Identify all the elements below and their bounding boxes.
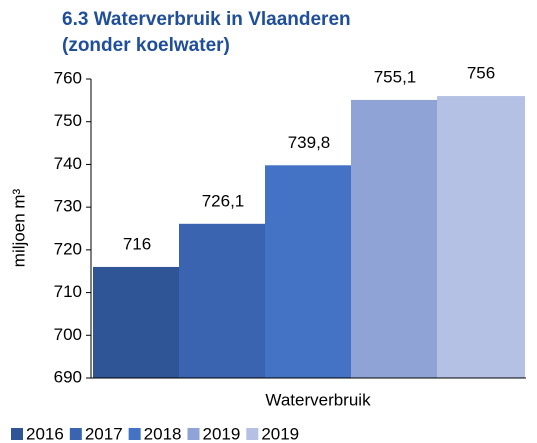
bar [93, 266, 181, 378]
y-tick-label: 710 [54, 282, 82, 301]
data-label: 755,1 [374, 67, 417, 86]
bar [265, 165, 353, 378]
y-tick-label: 690 [54, 367, 82, 386]
data-label: 716 [123, 234, 151, 253]
chart-title: 6.3 Waterverbruik in Vlaanderen [62, 9, 351, 30]
legend-label: 2017 [85, 424, 123, 443]
legend-label: 2018 [144, 424, 182, 443]
data-label: 756 [467, 64, 495, 83]
legend-label: 2019 [261, 424, 299, 443]
legend-label: 2016 [26, 424, 64, 443]
data-label: 739,8 [288, 133, 331, 152]
legend-swatch [246, 428, 259, 440]
y-tick-label: 740 [54, 154, 82, 173]
y-tick-label: 700 [54, 325, 82, 344]
x-tick-label: Waterverbruik [265, 390, 371, 409]
bar [437, 96, 525, 378]
chart-title: (zonder koelwater) [62, 35, 230, 56]
legend-swatch [128, 428, 141, 440]
legend-swatch [187, 428, 200, 440]
y-tick-label: 720 [54, 239, 82, 258]
legend-label: 2019 [202, 424, 240, 443]
data-label: 726,1 [202, 191, 245, 210]
legend-swatch [69, 428, 82, 440]
y-tick-label: 760 [54, 68, 82, 87]
bar [351, 99, 439, 379]
bar [179, 223, 267, 378]
y-tick-label: 750 [54, 111, 82, 130]
y-axis-label: miljoen m³ [9, 188, 28, 267]
legend-swatch [11, 428, 23, 440]
y-tick-label: 730 [54, 197, 82, 216]
